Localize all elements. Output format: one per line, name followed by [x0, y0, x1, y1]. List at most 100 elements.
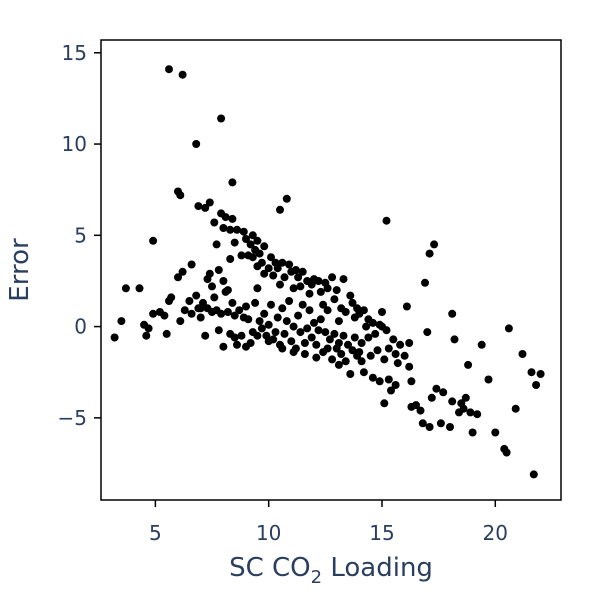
data-point-128 [448, 309, 457, 318]
data-point-93 [407, 377, 416, 386]
data-point-4 [228, 178, 237, 187]
data-point-80 [384, 344, 393, 353]
data-point-236 [242, 342, 250, 351]
data-point-13 [221, 213, 230, 222]
data-point-137 [110, 333, 119, 342]
data-point-246 [214, 266, 223, 274]
data-point-159 [201, 331, 210, 340]
data-point-242 [312, 353, 321, 362]
data-point-3 [192, 140, 201, 148]
data-point-195 [280, 329, 289, 338]
data-point-233 [208, 308, 216, 316]
data-point-199 [289, 322, 298, 331]
data-point-115 [477, 340, 486, 349]
data-point-132 [402, 302, 411, 311]
data-point-9 [205, 198, 214, 207]
data-points [110, 65, 545, 479]
data-point-135 [423, 328, 432, 337]
data-point-250 [223, 286, 232, 295]
data-point-98 [416, 406, 425, 415]
data-point-16 [219, 224, 228, 232]
data-point-237 [253, 331, 262, 340]
data-point-176 [237, 331, 246, 340]
data-point-104 [439, 388, 448, 397]
data-point-23 [230, 238, 239, 247]
data-point-55 [332, 286, 341, 295]
data-point-59 [330, 295, 339, 304]
data-point-224 [346, 370, 355, 378]
data-point-46 [328, 273, 337, 282]
data-point-81 [373, 346, 382, 355]
data-point-26 [260, 242, 269, 251]
data-point-230 [178, 267, 187, 276]
data-point-20 [248, 231, 257, 240]
data-point-172 [228, 298, 237, 307]
data-point-21 [242, 235, 250, 243]
data-point-95 [380, 399, 389, 408]
y-tick-label-15: 15 [62, 41, 87, 65]
data-point-87 [405, 362, 414, 371]
data-point-164 [210, 293, 219, 302]
data-point-121 [518, 350, 527, 358]
data-point-231 [187, 260, 196, 269]
data-point-52 [296, 282, 305, 291]
data-point-49 [314, 277, 323, 285]
data-point-123 [532, 381, 541, 389]
data-point-204 [300, 350, 309, 358]
data-point-220 [337, 350, 346, 358]
data-point-106 [448, 397, 457, 406]
data-point-152 [180, 306, 189, 315]
y-tick-label-0: 0 [74, 315, 87, 339]
data-point-28 [255, 249, 264, 258]
data-point-205 [303, 324, 312, 333]
data-point-0 [165, 65, 173, 74]
data-point-155 [192, 291, 201, 300]
data-point-247 [226, 255, 235, 263]
data-point-185 [257, 324, 266, 333]
data-point-129 [430, 240, 439, 249]
data-point-198 [287, 337, 296, 346]
data-point-111 [466, 408, 475, 417]
data-point-124 [536, 370, 545, 378]
data-point-133 [382, 216, 391, 225]
data-point-53 [289, 284, 298, 293]
data-point-122 [527, 368, 536, 377]
data-point-170 [223, 308, 232, 316]
data-point-72 [362, 322, 371, 331]
data-point-7 [282, 194, 291, 203]
x-axis-title-suffix: Loading [322, 553, 433, 583]
data-point-248 [237, 251, 246, 260]
data-point-34 [285, 260, 294, 269]
data-point-162 [208, 282, 216, 291]
data-point-174 [233, 340, 241, 349]
data-point-65 [341, 308, 350, 316]
data-point-138 [117, 317, 126, 326]
data-point-194 [278, 304, 287, 313]
data-point-41 [260, 269, 269, 278]
data-point-222 [341, 357, 350, 366]
data-point-244 [334, 360, 343, 369]
data-point-238 [264, 337, 273, 346]
data-point-201 [294, 311, 303, 320]
data-point-113 [468, 428, 477, 437]
data-point-79 [396, 340, 405, 349]
data-point-143 [144, 324, 153, 333]
data-point-17 [226, 225, 235, 234]
data-point-157 [196, 313, 205, 322]
y-axis-title: Error [5, 238, 35, 302]
data-point-197 [285, 297, 294, 305]
y-tick-label--5: −5 [58, 406, 87, 430]
data-point-153 [185, 297, 194, 305]
data-point-196 [282, 317, 291, 326]
data-point-116 [464, 360, 473, 369]
data-point-243 [323, 344, 332, 353]
data-point-89 [368, 373, 377, 382]
data-point-245 [174, 273, 182, 282]
data-point-184 [255, 317, 264, 326]
x-tick-label-20: 20 [483, 521, 508, 545]
data-point-144 [149, 309, 158, 318]
data-point-10 [194, 202, 203, 211]
data-point-91 [384, 375, 393, 384]
data-point-61 [319, 300, 328, 309]
